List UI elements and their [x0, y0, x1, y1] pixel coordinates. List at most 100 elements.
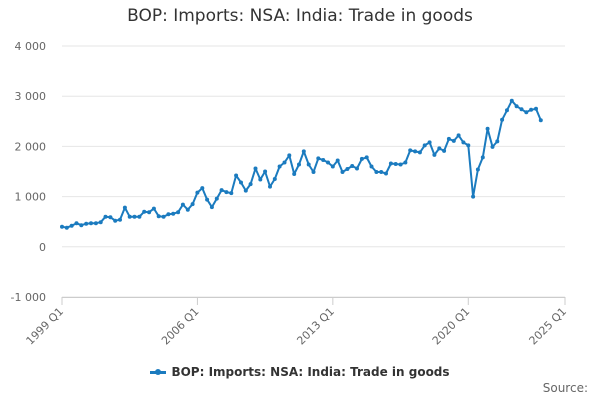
data-point[interactable]: [263, 169, 268, 174]
data-point[interactable]: [326, 160, 330, 165]
data-point[interactable]: [258, 177, 263, 182]
data-point[interactable]: [282, 160, 287, 165]
data-point[interactable]: [200, 186, 205, 191]
data-point[interactable]: [127, 214, 132, 219]
data-point[interactable]: [495, 139, 500, 144]
data-point[interactable]: [374, 170, 379, 174]
data-point[interactable]: [330, 164, 335, 169]
data-point[interactable]: [214, 196, 219, 201]
data-point[interactable]: [166, 212, 171, 217]
data-point[interactable]: [113, 218, 118, 223]
data-point[interactable]: [243, 188, 248, 193]
data-point[interactable]: [316, 156, 321, 161]
data-point[interactable]: [355, 166, 359, 171]
data-point[interactable]: [190, 202, 195, 207]
data-point[interactable]: [137, 214, 142, 219]
data-point[interactable]: [403, 160, 408, 165]
data-point[interactable]: [205, 197, 210, 202]
data-point[interactable]: [466, 143, 471, 148]
data-point[interactable]: [132, 214, 137, 219]
data-point[interactable]: [253, 166, 258, 171]
data-point[interactable]: [98, 220, 103, 225]
data-point[interactable]: [384, 171, 388, 176]
data-point[interactable]: [350, 164, 355, 168]
data-point[interactable]: [209, 205, 214, 210]
data-point[interactable]: [74, 221, 79, 226]
data-point[interactable]: [311, 170, 316, 174]
data-point[interactable]: [432, 152, 437, 157]
data-point[interactable]: [118, 217, 122, 222]
data-point[interactable]: [519, 107, 524, 112]
data-point[interactable]: [514, 104, 519, 109]
data-point[interactable]: [529, 107, 534, 112]
data-point[interactable]: [475, 167, 480, 172]
data-point[interactable]: [413, 149, 418, 154]
data-point[interactable]: [69, 223, 74, 228]
data-point[interactable]: [156, 214, 161, 219]
data-point[interactable]: [345, 167, 350, 171]
data-point[interactable]: [500, 117, 505, 122]
data-point[interactable]: [103, 214, 108, 219]
data-point[interactable]: [509, 98, 514, 103]
data-point[interactable]: [79, 223, 84, 228]
data-point[interactable]: [490, 144, 495, 149]
data-point[interactable]: [427, 140, 432, 145]
data-point[interactable]: [176, 210, 181, 215]
data-point[interactable]: [171, 211, 176, 216]
data-point[interactable]: [408, 148, 413, 153]
data-point[interactable]: [147, 210, 152, 215]
data-point[interactable]: [485, 126, 490, 131]
data-point[interactable]: [456, 133, 461, 138]
data-point[interactable]: [219, 188, 224, 193]
data-point[interactable]: [306, 162, 311, 167]
data-point[interactable]: [161, 214, 166, 219]
data-point[interactable]: [538, 118, 543, 123]
data-point[interactable]: [89, 221, 93, 226]
data-point[interactable]: [268, 184, 272, 189]
data-point[interactable]: [359, 156, 364, 161]
data-point[interactable]: [108, 215, 113, 220]
data-point[interactable]: [534, 106, 538, 111]
data-point[interactable]: [446, 136, 451, 141]
data-point[interactable]: [388, 161, 393, 166]
data-point[interactable]: [461, 140, 466, 145]
data-point[interactable]: [180, 202, 185, 207]
data-point[interactable]: [340, 170, 345, 174]
data-point[interactable]: [442, 148, 447, 153]
data-point[interactable]: [142, 209, 147, 214]
data-point[interactable]: [248, 182, 253, 187]
data-point[interactable]: [60, 224, 64, 229]
data-point[interactable]: [471, 194, 476, 199]
data-point[interactable]: [151, 206, 156, 211]
data-point[interactable]: [451, 138, 456, 143]
data-point[interactable]: [437, 146, 442, 151]
data-point[interactable]: [422, 143, 427, 148]
data-point[interactable]: [64, 225, 69, 230]
data-point[interactable]: [277, 164, 282, 169]
data-point[interactable]: [272, 177, 277, 181]
data-point[interactable]: [364, 155, 369, 160]
data-point[interactable]: [122, 205, 127, 210]
data-point[interactable]: [301, 149, 306, 154]
data-point[interactable]: [229, 191, 234, 196]
data-point[interactable]: [398, 162, 403, 167]
data-point[interactable]: [84, 221, 89, 226]
data-point[interactable]: [379, 170, 384, 174]
data-point[interactable]: [93, 221, 98, 226]
data-point[interactable]: [185, 207, 190, 212]
data-point[interactable]: [224, 190, 229, 195]
data-point[interactable]: [480, 155, 485, 160]
data-point[interactable]: [505, 108, 509, 113]
data-point[interactable]: [393, 162, 398, 166]
data-point[interactable]: [234, 173, 239, 178]
legend[interactable]: BOP: Imports: NSA: India: Trade in goods: [0, 365, 600, 379]
data-point[interactable]: [524, 110, 529, 115]
data-point[interactable]: [239, 180, 243, 185]
data-point[interactable]: [292, 172, 297, 176]
data-point[interactable]: [369, 164, 374, 169]
data-point[interactable]: [417, 150, 422, 155]
data-point[interactable]: [335, 158, 340, 163]
data-point[interactable]: [297, 162, 301, 167]
data-point[interactable]: [321, 158, 326, 162]
data-point[interactable]: [287, 153, 292, 158]
